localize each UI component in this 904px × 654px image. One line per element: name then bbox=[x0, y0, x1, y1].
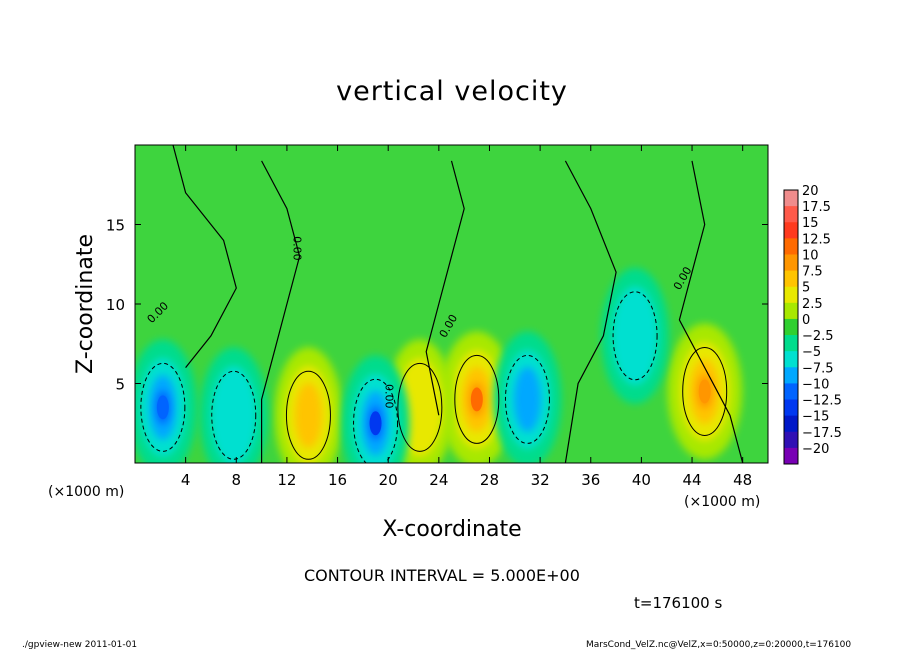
colorbar-segment bbox=[784, 431, 798, 449]
zero-contour bbox=[425, 160, 465, 416]
contour-line bbox=[353, 378, 399, 463]
colorbar-label: 12.5 bbox=[802, 232, 831, 247]
zero-contour bbox=[261, 160, 301, 463]
x-tick-label: 48 bbox=[733, 471, 752, 489]
x-tick-label: 16 bbox=[328, 471, 347, 489]
contour-label: 0.00 bbox=[290, 236, 303, 261]
downdraft-core bbox=[227, 403, 240, 428]
colorbar-label: 5 bbox=[802, 281, 810, 296]
updraft-core bbox=[302, 403, 315, 428]
contour-label: 0.00 bbox=[383, 384, 396, 409]
colorbar-segment bbox=[784, 254, 798, 272]
colorbar-label: −17.5 bbox=[802, 426, 842, 441]
x-axis: 4 8 12 16 20 24 28 32 36 40 44 48 bbox=[181, 145, 752, 489]
y-tick-label: 15 bbox=[106, 217, 125, 235]
downdraft-core bbox=[521, 387, 534, 412]
colorbar-label: −5 bbox=[802, 345, 821, 360]
colorbar-label: 20 bbox=[802, 184, 819, 199]
colorbar-segment bbox=[784, 367, 798, 384]
plot-area: 0.000.000.000.000.00 bbox=[135, 145, 768, 463]
footer-right: MarsCond_VelZ.nc@VelZ,x=0:50000,z=0:2000… bbox=[586, 640, 852, 650]
x-tick-label: 40 bbox=[632, 471, 651, 489]
colorbar-segment bbox=[784, 383, 798, 401]
downdraft-region bbox=[493, 331, 562, 463]
colorbar-label: −2.5 bbox=[802, 329, 834, 344]
x-tick-label: 28 bbox=[480, 471, 499, 489]
x-unit-right: (×1000 m) bbox=[684, 494, 760, 510]
colorbar-label: −20 bbox=[802, 442, 829, 457]
time-label: t=176100 s bbox=[634, 594, 723, 612]
colorbar-segment bbox=[784, 415, 798, 433]
colorbar-frame bbox=[783, 189, 799, 465]
x-tick-label: 36 bbox=[581, 471, 600, 489]
colorbar-label: 17.5 bbox=[802, 200, 831, 215]
footer-left: ./gpview-new 2011-01-01 bbox=[22, 640, 138, 650]
colorbar-label: 2.5 bbox=[802, 297, 823, 312]
downdraft-core bbox=[369, 411, 382, 436]
colorbar-label: −7.5 bbox=[802, 361, 834, 376]
colorbar-label: −15 bbox=[802, 410, 829, 425]
colorbar-label: 7.5 bbox=[802, 265, 823, 280]
velocity-field bbox=[135, 267, 743, 463]
y-axis-label: Z-coordinate bbox=[73, 234, 98, 374]
contour-line bbox=[612, 291, 658, 381]
contour-interval: CONTOUR INTERVAL = 5.000E+00 bbox=[304, 566, 580, 585]
colorbar-segment bbox=[784, 206, 798, 223]
colorbar-segment bbox=[784, 270, 798, 288]
downdraft-core bbox=[629, 323, 642, 348]
x-tick-label: 32 bbox=[531, 471, 550, 489]
colorbar-segment bbox=[784, 335, 798, 352]
zero-contour bbox=[564, 160, 617, 463]
downdraft-core bbox=[156, 395, 169, 420]
x-tick-label: 44 bbox=[682, 471, 701, 489]
contour-line bbox=[140, 362, 186, 452]
colorbar-segment bbox=[784, 302, 798, 320]
contour-line bbox=[504, 354, 550, 444]
contour-line bbox=[211, 370, 257, 460]
colorbar-segment bbox=[784, 318, 798, 336]
contour-line bbox=[682, 346, 728, 436]
zero-contour bbox=[172, 145, 237, 368]
contour-line bbox=[454, 354, 500, 444]
x-tick-label: 8 bbox=[232, 471, 242, 489]
y-tick-label: 10 bbox=[106, 296, 125, 314]
colorbar-segment bbox=[784, 190, 798, 207]
colorbar-segment bbox=[784, 351, 798, 368]
colorbar-label: −12.5 bbox=[802, 394, 842, 409]
downdraft-region bbox=[199, 347, 268, 463]
colorbar-label: 10 bbox=[802, 248, 819, 263]
updraft-core bbox=[470, 387, 483, 412]
updraft-region bbox=[274, 347, 343, 463]
contour-line bbox=[397, 362, 443, 452]
y-axis: 5 10 15 bbox=[106, 217, 768, 394]
x-tick-label: 24 bbox=[429, 471, 448, 489]
colorbar-segment bbox=[784, 399, 798, 417]
y-tick-label: 5 bbox=[115, 376, 125, 394]
colorbar-segment bbox=[784, 286, 798, 304]
chart-title: vertical velocity bbox=[336, 76, 568, 107]
updraft-core bbox=[413, 395, 426, 420]
colorbar-segment bbox=[784, 222, 798, 239]
updraft-region bbox=[439, 331, 515, 463]
downdraft-region bbox=[601, 267, 670, 404]
colorbar-label: 15 bbox=[802, 216, 819, 231]
x-tick-label: 20 bbox=[379, 471, 398, 489]
zero-contour bbox=[678, 160, 744, 463]
x-unit-left: (×1000 m) bbox=[48, 484, 124, 500]
updraft-region bbox=[667, 323, 743, 460]
x-tick-label: 12 bbox=[277, 471, 296, 489]
downdraft-region bbox=[135, 339, 197, 463]
contour-line bbox=[285, 370, 331, 460]
colorbar-label: −10 bbox=[802, 377, 829, 392]
colorbar-label: 0 bbox=[802, 313, 810, 328]
x-tick-label: 4 bbox=[181, 471, 191, 489]
updraft-core bbox=[698, 379, 711, 404]
colorbar-segment bbox=[784, 447, 798, 465]
x-axis-label: X-coordinate bbox=[382, 517, 521, 542]
colorbar-segment bbox=[784, 238, 798, 255]
downdraft-region bbox=[341, 355, 410, 463]
